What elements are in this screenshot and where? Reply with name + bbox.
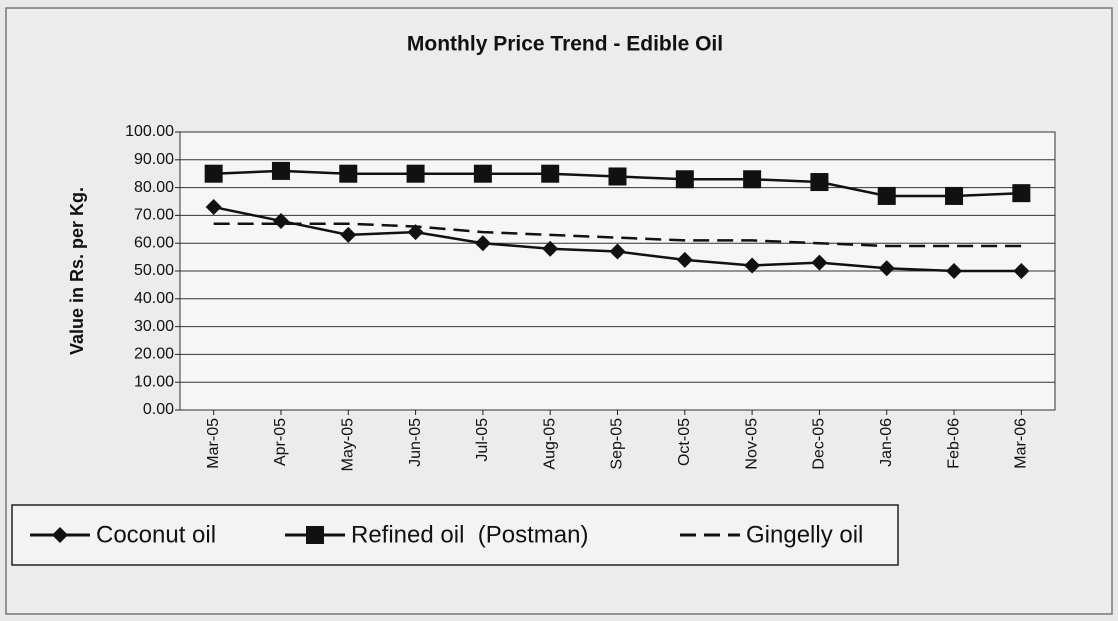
x-tick-label: Sep-05 bbox=[609, 418, 626, 470]
marker bbox=[810, 173, 829, 192]
y-tick-label: 20.00 bbox=[134, 346, 174, 363]
marker bbox=[608, 167, 627, 186]
marker bbox=[205, 199, 222, 216]
marker bbox=[339, 164, 358, 183]
marker bbox=[609, 243, 626, 260]
marker bbox=[204, 164, 223, 183]
y-tick-label: 60.00 bbox=[134, 234, 174, 251]
marker bbox=[306, 526, 324, 544]
marker bbox=[945, 186, 964, 205]
x-tick-label: Nov-05 bbox=[743, 418, 760, 470]
legend bbox=[11, 504, 899, 566]
marker bbox=[340, 226, 357, 243]
legend-label: Coconut oil bbox=[96, 521, 216, 548]
marker bbox=[1013, 263, 1030, 279]
y-axis-label: Value in Rs. per Kg. bbox=[67, 187, 87, 355]
marker bbox=[744, 257, 761, 274]
marker bbox=[541, 164, 560, 183]
y-tick-label: 10.00 bbox=[134, 373, 174, 390]
marker bbox=[675, 170, 694, 189]
marker bbox=[946, 263, 963, 279]
series-line bbox=[213, 222, 1022, 248]
x-tick-label: Apr-05 bbox=[272, 418, 289, 466]
x-tick-label: Jan-06 bbox=[878, 418, 895, 467]
y-tick-label: 0.00 bbox=[143, 401, 174, 418]
legend-label: Refined oil (Postman) bbox=[351, 521, 588, 548]
x-tick-label: Aug-05 bbox=[541, 418, 558, 470]
y-tick-label: 30.00 bbox=[134, 318, 174, 335]
marker bbox=[271, 161, 290, 180]
chart-title: Monthly Price Trend - Edible Oil bbox=[407, 33, 723, 56]
x-tick-label: Mar-05 bbox=[205, 418, 222, 469]
marker bbox=[676, 251, 693, 268]
legend-label: Gingelly oil bbox=[746, 521, 863, 548]
x-tick-label: Oct-05 bbox=[676, 418, 693, 466]
y-tick-label: 40.00 bbox=[134, 290, 174, 307]
marker bbox=[52, 527, 68, 543]
y-tick-label: 70.00 bbox=[134, 207, 174, 224]
y-tick-label: 80.00 bbox=[134, 179, 174, 196]
y-tick-label: 90.00 bbox=[134, 151, 174, 168]
marker bbox=[811, 254, 828, 271]
marker bbox=[406, 164, 425, 183]
x-tick-label: Jul-05 bbox=[474, 418, 491, 462]
x-tick-label: Jun-05 bbox=[407, 418, 424, 467]
x-tick-label: May-05 bbox=[339, 418, 356, 471]
x-tick-label: Mar-06 bbox=[1013, 418, 1030, 469]
x-tick-label: Dec-05 bbox=[811, 418, 828, 470]
marker bbox=[877, 186, 896, 205]
x-tick-label: Feb-06 bbox=[945, 418, 962, 469]
marker bbox=[542, 240, 559, 257]
marker bbox=[878, 260, 895, 277]
marker bbox=[743, 170, 762, 189]
marker bbox=[473, 164, 492, 183]
marker bbox=[474, 235, 491, 252]
y-tick-label: 50.00 bbox=[134, 262, 174, 279]
y-tick-label: 100.00 bbox=[125, 123, 174, 140]
marker bbox=[1012, 184, 1031, 203]
